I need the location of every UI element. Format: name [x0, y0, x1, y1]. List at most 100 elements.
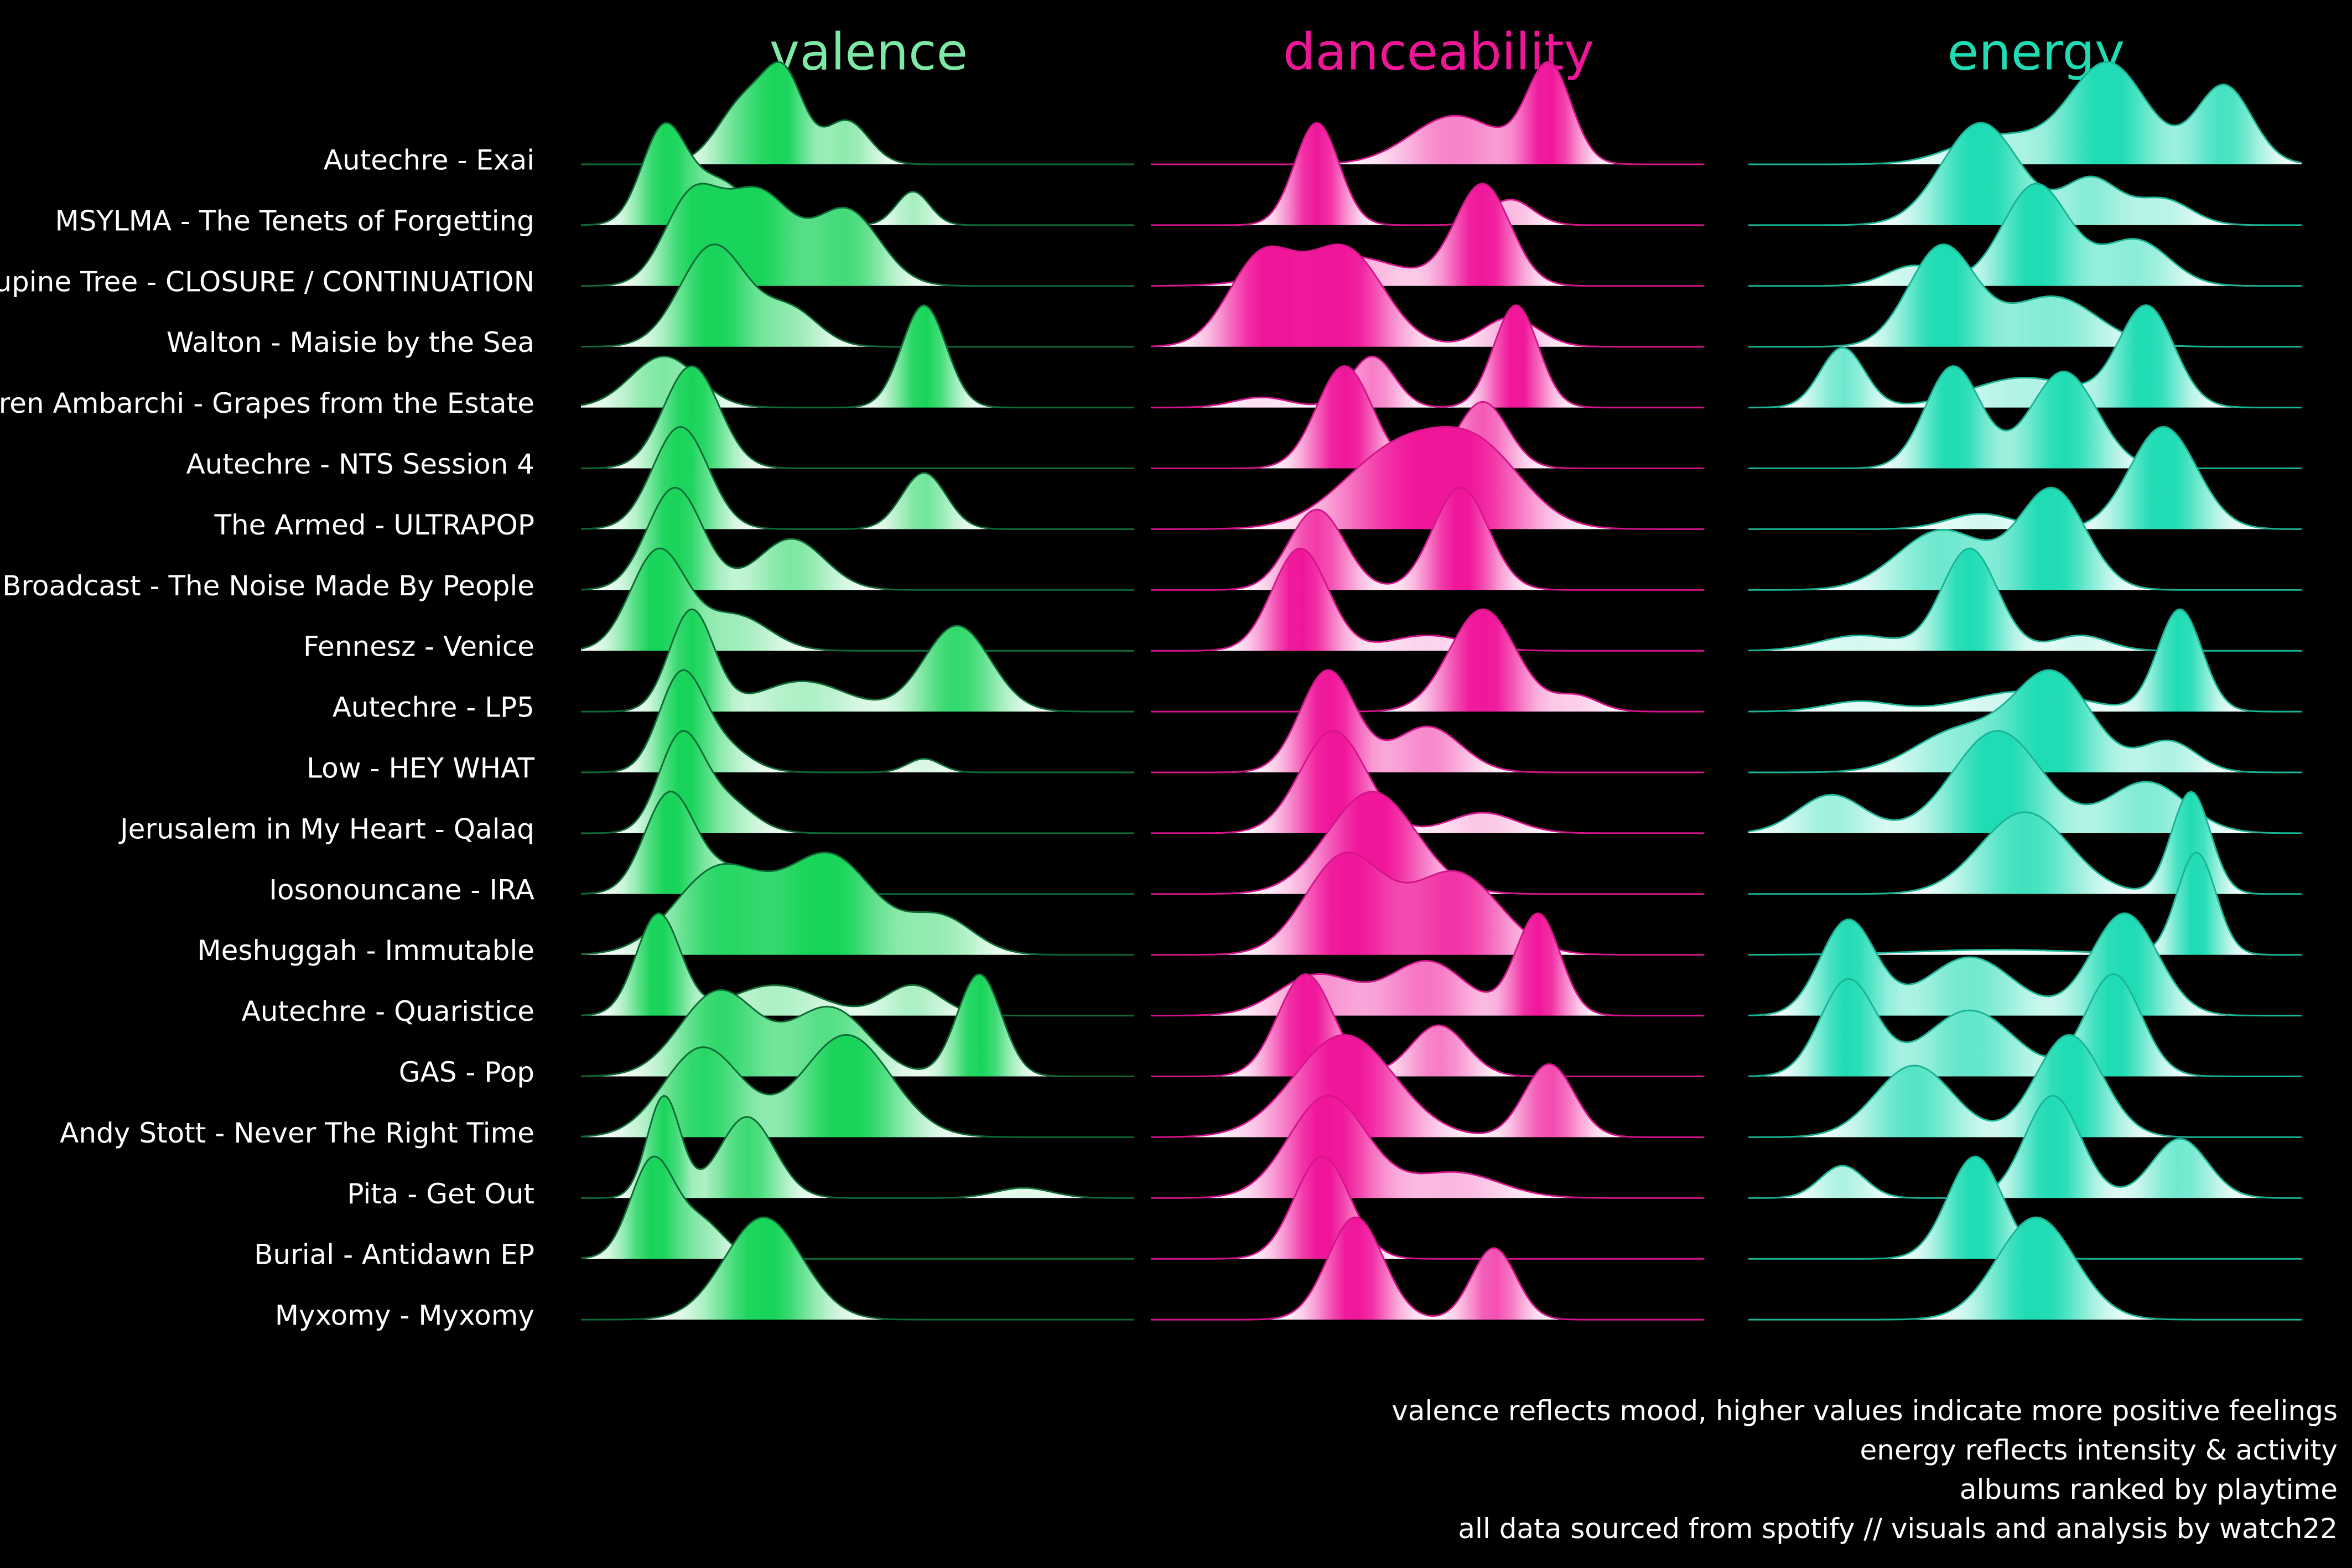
danceability-ridge [1151, 1095, 1704, 1198]
album-label: GAS - Pop [399, 1056, 534, 1088]
valence-ridge [581, 913, 1134, 1016]
energy-ridge [1748, 62, 2302, 164]
danceability-ridge [1151, 974, 1704, 1077]
danceability-ridge-outline [1151, 304, 1704, 409]
ridges [580, 61, 2302, 1321]
note-ranking: albums ranked by playtime [1959, 1473, 2338, 1505]
valence-ridge-outline [580, 304, 1134, 409]
energy-ridge [1748, 487, 2302, 590]
valence-ridge-outline [581, 730, 1134, 834]
valence-ridge-outline [580, 425, 1134, 530]
valence-title: valence [770, 22, 968, 81]
danceability-ridge-outline [1151, 425, 1704, 530]
energy-ridge-outline [1748, 61, 2302, 165]
danceability-ridge-outline [1151, 730, 1704, 834]
energy-ridge [1748, 122, 2302, 225]
energy-ridge-outline [1748, 973, 2302, 1077]
album-label: Autechre - NTS Session 4 [186, 448, 534, 480]
valence-ridge-outline [581, 973, 1134, 1077]
danceability-ridge-outline [1151, 791, 1704, 895]
valence-ridge-outline [580, 912, 1134, 1017]
danceability-ridge-outline [1151, 486, 1704, 591]
note-energy: energy reflects intensity & activity [1860, 1434, 2338, 1466]
album-label: Autechre - Quaristice [242, 995, 534, 1027]
valence-ridge [581, 852, 1134, 955]
energy-ridge-outline [1748, 365, 2302, 469]
album-label: Burial - Antidawn EP [254, 1239, 534, 1271]
danceability-ridge-outline [1151, 608, 1704, 713]
danceability-ridge [1151, 427, 1704, 529]
energy-ridge [1748, 974, 2302, 1077]
album-labels: Autechre - Exai MSYLMA - The Tenets of Fo… [0, 144, 534, 1332]
valence-ridge [581, 244, 1134, 347]
valence-ridge [581, 1095, 1134, 1198]
energy-ridge [1748, 1095, 2302, 1198]
energy-ridge [1748, 427, 2302, 529]
energy-ridge [1748, 244, 2302, 347]
album-label: The Armed - ULTRAPOP [214, 509, 535, 541]
album-label: Broadcast - The Noise Made By People [2, 570, 534, 602]
album-label: Meshuggah - Immutable [198, 934, 534, 967]
danceability-ridge-outline [1151, 1216, 1704, 1321]
energy-ridge-outline [1748, 183, 2302, 287]
danceability-ridge [1151, 670, 1704, 772]
energy-ridge-outline [1748, 912, 2302, 1017]
valence-ridge [581, 670, 1134, 772]
energy-ridge-outline [1748, 791, 2302, 895]
valence-ridge [581, 548, 1134, 651]
danceability-ridge [1151, 62, 1704, 164]
album-label: Myxomy - Myxomy [275, 1300, 534, 1332]
note-valence: valence reflects mood, higher values ind… [1392, 1395, 2338, 1427]
valence-ridge-outline [581, 243, 1134, 348]
danceability-ridge [1151, 183, 1704, 286]
danceability-ridge [1151, 1156, 1704, 1259]
energy-ridge-outline [1748, 730, 2302, 834]
album-label: Iosonouncane - IRA [269, 874, 534, 906]
valence-ridge-outline [581, 1094, 1134, 1199]
valence-ridge [581, 305, 1134, 408]
valence-ridge-outline [581, 365, 1134, 469]
danceability-ridge [1151, 609, 1704, 712]
album-label: Low - HEY WHAT [307, 752, 534, 785]
energy-ridge [1748, 852, 2302, 955]
danceability-ridge-outline [1151, 61, 1704, 165]
danceability-ridge [1151, 548, 1704, 651]
energy-ridge [1748, 1035, 2302, 1138]
album-label: Autechre - LP5 [333, 692, 534, 724]
album-label: Fennesz - Venice [303, 631, 534, 663]
valence-ridge [581, 1156, 1134, 1259]
danceability-ridge-outline [1151, 669, 1704, 773]
energy-ridge-outline [1748, 669, 2302, 773]
valence-ridge [581, 730, 1134, 833]
valence-ridge-outline [581, 669, 1134, 773]
energy-ridge [1748, 913, 2302, 1016]
energy-ridge [1748, 305, 2302, 408]
energy-ridge [1748, 183, 2302, 286]
danceability-ridge-outline [1151, 1034, 1704, 1138]
album-label: Andy Stott - Never The Right Time [60, 1117, 534, 1149]
album-label: Porcupine Tree - CLOSURE / CONTINUATION [0, 266, 534, 298]
valence-ridge [581, 366, 1134, 469]
album-label: Jerusalem in My Heart - Qalaq [118, 813, 534, 845]
valence-ridge [581, 487, 1134, 590]
album-label: MSYLMA - The Tenets of Forgetting [55, 205, 534, 237]
danceability-ridge-outline [1151, 973, 1704, 1077]
energy-ridge-outline [1748, 486, 2302, 591]
energy-ridge [1748, 791, 2302, 894]
valence-ridge [581, 609, 1134, 712]
note-source: all data sourced from spotify // visuals… [1458, 1513, 2338, 1545]
valence-ridge-outline [580, 1034, 1134, 1138]
energy-ridge-outline [1748, 122, 2302, 226]
valence-ridge-outline [581, 1216, 1134, 1321]
notes: valence reflects mood, higher values ind… [1392, 1392, 2338, 1549]
danceability-ridge-outline [1151, 122, 1704, 226]
danceability-ridge [1151, 730, 1704, 833]
danceability-ridge-outline [1150, 243, 1704, 348]
energy-ridge-outline [1748, 1034, 2302, 1138]
danceability-ridge-outline [1151, 547, 1704, 652]
danceability-ridge-outline [1151, 852, 1704, 956]
danceability-ridge [1151, 1035, 1704, 1138]
valence-ridge-outline [580, 486, 1134, 591]
album-label: Oren Ambarchi - Grapes from the Estate [0, 387, 534, 419]
